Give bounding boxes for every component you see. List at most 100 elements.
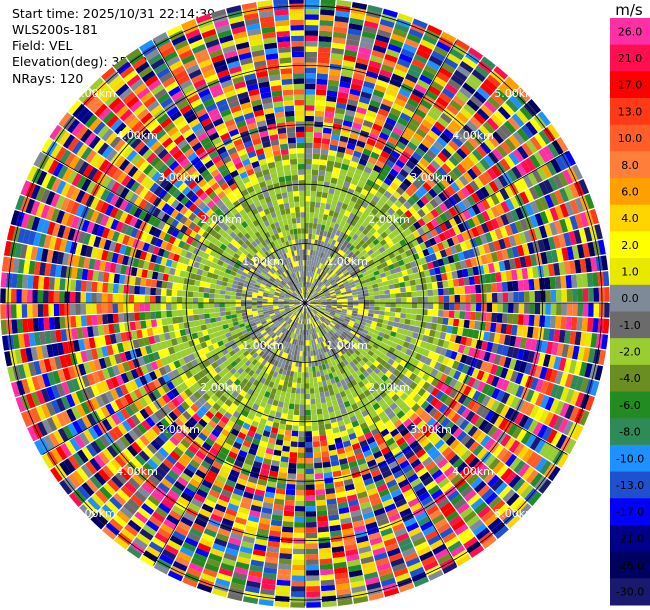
velocity-cell [222, 367, 230, 375]
velocity-cell [442, 356, 450, 366]
velocity-cell [426, 221, 435, 231]
velocity-cell [453, 380, 463, 391]
velocity-cell [435, 323, 443, 332]
velocity-cell [67, 422, 79, 437]
velocity-cell [311, 310, 316, 316]
velocity-cell [341, 522, 353, 530]
velocity-cell [333, 387, 340, 395]
velocity-cell [513, 180, 524, 193]
velocity-cell [353, 407, 361, 416]
velocity-cell [257, 381, 264, 389]
velocity-cell [339, 285, 345, 290]
velocity-cell [188, 376, 197, 385]
velocity-cell [529, 117, 543, 133]
velocity-cell [453, 498, 467, 511]
velocity-cell [268, 309, 275, 313]
velocity-cell [75, 403, 86, 418]
velocity-cell [189, 367, 198, 376]
velocity-cell [361, 340, 368, 347]
velocity-cell [466, 473, 479, 486]
velocity-cell [534, 198, 545, 212]
velocity-cell [292, 554, 305, 560]
velocity-cell [497, 174, 509, 188]
velocity-cell [244, 417, 253, 426]
velocity-cell [360, 153, 370, 162]
velocity-cell [299, 334, 302, 341]
velocity-cell [62, 341, 70, 355]
velocity-cell [566, 344, 575, 359]
velocity-cell [156, 318, 163, 327]
velocity-cell [508, 439, 521, 453]
velocity-cell [519, 400, 530, 414]
velocity-cell [362, 566, 377, 575]
velocity-cell [425, 460, 437, 472]
velocity-cell [152, 389, 162, 400]
velocity-cell [97, 468, 111, 482]
velocity-cell [270, 519, 283, 527]
velocity-cell [292, 559, 305, 566]
velocity-cell [509, 457, 522, 471]
velocity-cell [471, 204, 481, 215]
velocity-cell [131, 473, 144, 486]
velocity-cell [420, 400, 430, 410]
velocity-cell [557, 171, 569, 187]
velocity-cell [379, 303, 386, 307]
velocity-cell [372, 473, 384, 483]
velocity-cell [427, 129, 439, 141]
velocity-cell [315, 483, 325, 490]
velocity-cell [376, 345, 384, 353]
velocity-cell [298, 307, 302, 312]
velocity-cell [495, 323, 502, 334]
velocity-cell [390, 415, 400, 424]
velocity-cell [322, 314, 328, 319]
velocity-cell [348, 374, 355, 382]
velocity-cell [382, 394, 391, 403]
velocity-cell [255, 410, 263, 418]
velocity-cell [116, 342, 125, 353]
velocity-cell [137, 338, 145, 348]
velocity-cell [80, 315, 87, 327]
velocity-cell [375, 437, 386, 446]
velocity-cell [554, 205, 564, 220]
velocity-cell [571, 288, 578, 302]
velocity-cell [344, 329, 350, 335]
velocity-cell [281, 351, 286, 358]
velocity-cell [408, 206, 417, 216]
velocity-cell [223, 552, 238, 562]
velocity-cell [317, 289, 323, 294]
velocity-cell [221, 320, 228, 326]
velocity-cell [316, 403, 322, 410]
velocity-cell [465, 337, 473, 347]
velocity-cell [411, 308, 418, 315]
velocity-cell [311, 425, 319, 432]
velocity-cell [272, 509, 284, 516]
velocity-cell [294, 311, 299, 316]
velocity-cell [354, 376, 362, 384]
velocity-cell [409, 319, 416, 326]
velocity-cell [157, 386, 166, 397]
velocity-cell [306, 602, 321, 608]
velocity-cell [494, 110, 507, 124]
velocity-cell [330, 134, 340, 141]
velocity-cell [521, 466, 535, 481]
velocity-cell [364, 114, 376, 123]
velocity-cell [414, 353, 423, 361]
velocity-cell [418, 123, 430, 134]
velocity-cell [278, 338, 284, 345]
velocity-cell [513, 442, 525, 457]
velocity-cell [397, 276, 405, 283]
velocity-cell [236, 331, 244, 337]
velocity-cell [430, 125, 443, 137]
velocity-cell [174, 461, 186, 472]
velocity-cell [257, 307, 263, 311]
velocity-cell [406, 435, 417, 446]
velocity-cell [425, 322, 432, 330]
velocity-cell [329, 144, 338, 152]
velocity-cell [261, 338, 268, 345]
velocity-cell [278, 304, 284, 306]
velocity-cell [191, 332, 199, 340]
velocity-cell [280, 310, 286, 314]
velocity-cell [333, 364, 339, 372]
velocity-cell [388, 346, 396, 354]
velocity-cell [538, 225, 548, 239]
